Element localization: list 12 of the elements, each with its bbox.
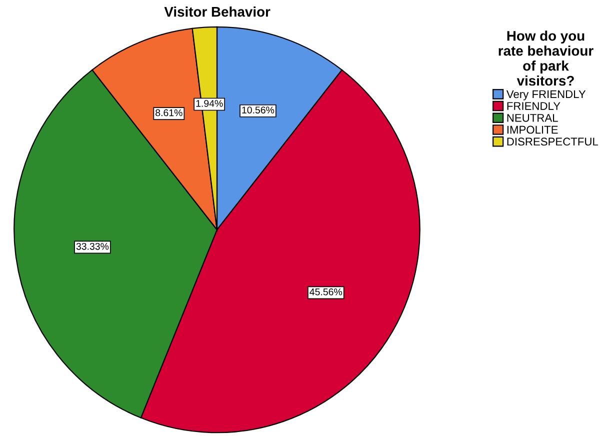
data-label: 10.56% [242, 106, 274, 114]
data-label: 1.94% [196, 100, 223, 107]
legend-label: IMPOLITE [507, 126, 558, 134]
legend-label: Very FRIENDLY [506, 90, 586, 100]
legend-title: How do you rate behaviour of park visitors? [498, 30, 594, 86]
chart-title: Visitor Behavior [164, 6, 270, 17]
legend-label: FRIENDLY [507, 102, 560, 110]
legend-label: NEUTRAL [507, 114, 558, 122]
legend-label: DISRESPECTFUL [507, 138, 598, 146]
data-label: 8.61% [156, 109, 182, 116]
data-label: 45.56% [310, 288, 342, 296]
data-label: 33.33% [76, 242, 109, 250]
